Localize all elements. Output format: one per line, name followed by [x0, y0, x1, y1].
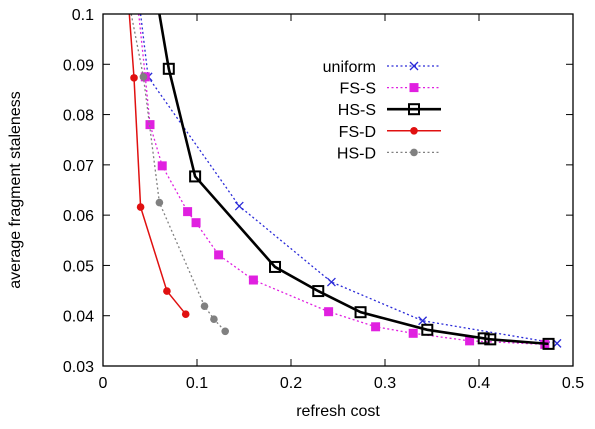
data-point	[200, 302, 209, 310]
x-tick-label: 0.3	[374, 375, 396, 392]
data-point	[136, 203, 145, 211]
axes: 0 0.1 0.2 0.3 0.4 0.5 0.03 0.04 0.05 0.06 0.07 0.08…	[63, 7, 584, 392]
data-point	[130, 74, 138, 82]
data-point	[542, 337, 555, 350]
data-point	[157, 161, 167, 171]
series-fs-d	[128, 14, 190, 319]
series-layer	[128, 14, 562, 350]
legend-label: HS-D	[337, 145, 376, 162]
data-point	[181, 310, 190, 319]
y-tick-label: 0.06	[63, 208, 94, 225]
y-tick-label: 0.1	[72, 7, 94, 24]
data-point	[145, 120, 155, 130]
x-tick-label: 0.5	[562, 375, 584, 392]
data-point	[163, 287, 171, 295]
data-point	[162, 62, 175, 75]
data-point	[465, 336, 475, 346]
y-tick-label: 0.07	[63, 158, 94, 175]
legend-entry: HS-S	[338, 102, 441, 119]
series-line	[130, 14, 226, 332]
legend-marker	[409, 61, 419, 71]
series-line	[158, 14, 549, 346]
legend-label: uniform	[323, 59, 376, 76]
y-axis-label: average fragment staleness	[7, 91, 24, 288]
legend-label: HS-S	[338, 102, 376, 119]
data-point	[477, 332, 490, 345]
data-point	[312, 285, 325, 298]
legend-marker	[409, 83, 419, 93]
data-point	[324, 307, 334, 317]
y-tick-label: 0.09	[63, 57, 94, 74]
y-tick-label: 0.04	[63, 309, 94, 326]
data-point	[221, 327, 229, 336]
data-point	[421, 323, 434, 336]
legend-entry: FS-D	[339, 124, 441, 141]
x-tick-label: 0	[99, 375, 108, 392]
legend-marker	[410, 127, 418, 135]
series-hs-s	[158, 14, 555, 350]
legend-marker	[408, 103, 420, 116]
legend-entry: HS-D	[337, 145, 441, 162]
series-line	[128, 14, 187, 315]
data-point	[189, 170, 202, 183]
legend-entry: uniform	[323, 59, 441, 76]
data-point	[155, 198, 164, 207]
plot-frame	[102, 13, 574, 367]
data-point	[248, 275, 258, 285]
data-point	[408, 328, 418, 338]
data-point	[191, 218, 201, 228]
x-tick-label: 0.4	[468, 375, 490, 392]
legend-entry: FS-S	[340, 81, 441, 98]
data-point	[326, 277, 336, 287]
data-point	[234, 201, 244, 211]
data-point	[484, 333, 497, 346]
data-point	[269, 260, 282, 273]
legend-label: FS-S	[340, 81, 376, 98]
data-point	[371, 322, 381, 332]
x-tick-label: 0.2	[280, 375, 302, 392]
legend-label: FS-D	[339, 124, 376, 141]
x-axis-label: refresh cost	[296, 403, 380, 420]
y-tick-label: 0.05	[63, 258, 94, 275]
y-tick-label: 0.03	[63, 359, 94, 376]
legend-marker	[410, 148, 418, 157]
data-point	[354, 306, 367, 319]
data-point	[139, 73, 148, 81]
x-tick-label: 0.1	[186, 375, 208, 392]
data-point	[418, 316, 428, 326]
data-point	[210, 315, 218, 324]
data-point	[214, 250, 224, 260]
data-point	[183, 207, 193, 217]
series-hs-d	[130, 14, 229, 336]
y-tick-label: 0.08	[63, 108, 94, 125]
legend: uniform FS-S HS-S FS-D HS-D	[323, 59, 441, 162]
